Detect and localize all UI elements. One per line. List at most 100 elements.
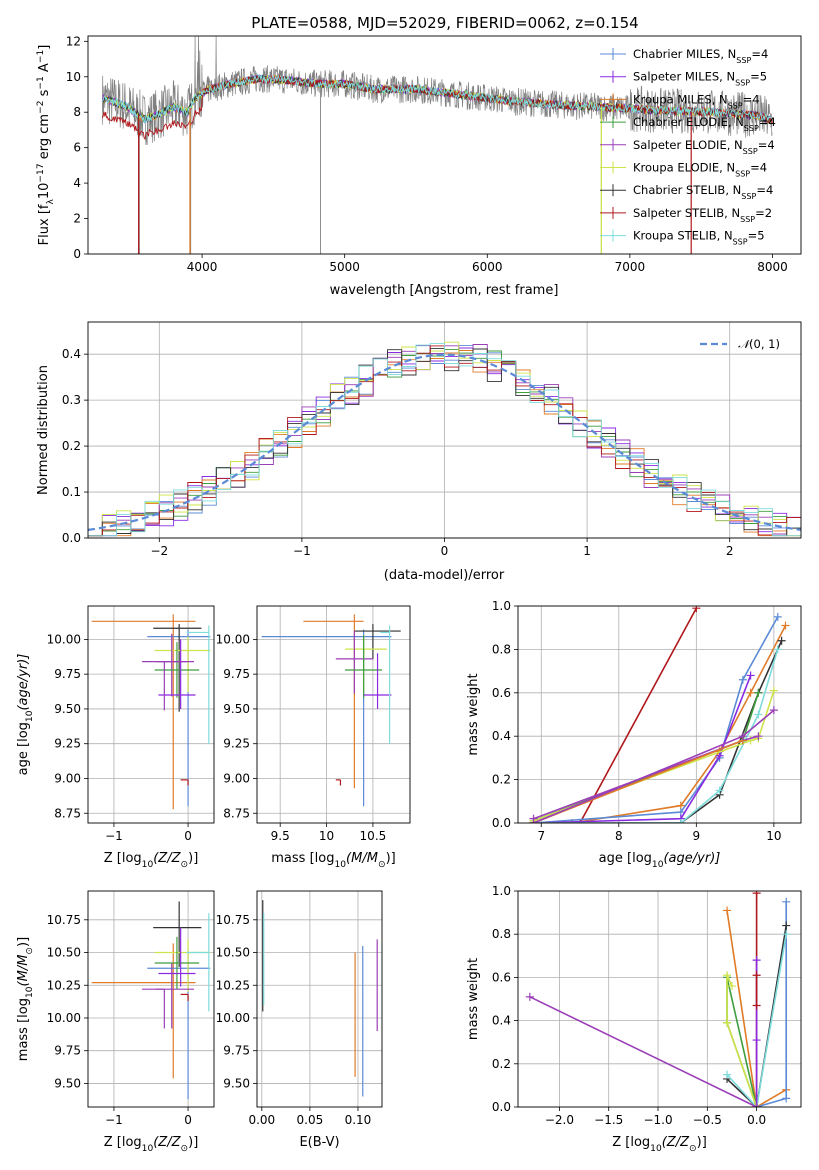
x-tick-label: 2 — [726, 544, 734, 558]
weight-marker — [746, 671, 755, 680]
legend-label: Chabrier ELODIE, NSSP=4 — [633, 115, 776, 133]
x-tick-label: 0.00 — [248, 1113, 275, 1127]
y-tick-label: 10.75 — [216, 913, 250, 927]
y-tick-label: 9.50 — [54, 702, 81, 716]
y-tick-label: 0.6 — [492, 686, 511, 700]
label-part: −2 — [36, 101, 46, 114]
weight-marker — [746, 688, 755, 697]
weight-marker — [769, 706, 778, 715]
x-tick-label: 9.5 — [271, 829, 290, 843]
panel-weight-Z: −2.0 −1.5 −1.0 −0.5 0.0 0.0 0.2 0.4 0.6 0.8 1.0 Z [… — [466, 884, 802, 1154]
y-tick-label: 1.0 — [492, 599, 511, 613]
label-part: Chabrier MILES, — [633, 47, 728, 61]
label-part: =5 — [748, 229, 765, 243]
label-part: N — [735, 115, 744, 129]
weight-marker — [752, 1036, 761, 1045]
label-part: N — [726, 161, 735, 175]
y-tick-label: 9.25 — [54, 737, 81, 751]
x-tick-label: 0.0 — [747, 1113, 766, 1127]
label-part: mass [log — [271, 851, 334, 866]
y-tick-label: 0 — [73, 247, 81, 261]
label-part: Flux [f — [37, 204, 52, 245]
label-part: 10 — [142, 860, 154, 870]
label-part: N — [734, 138, 743, 152]
plot-area — [91, 614, 211, 810]
y-tick-label: 10.50 — [216, 946, 250, 960]
normal-distribution-curve — [88, 353, 801, 531]
y-axis-label: Normed distribution — [36, 365, 51, 495]
weight-marker — [723, 906, 732, 915]
label-part: s — [37, 89, 52, 100]
axes-frame — [256, 890, 383, 1108]
weight-marker — [781, 621, 790, 630]
label-part: SSP — [741, 192, 756, 201]
y-tick-label: 10.00 — [216, 632, 250, 646]
weight-marker — [782, 930, 791, 939]
x-tick-label: 10 — [319, 829, 334, 843]
y-tick-label: 0.1 — [62, 485, 81, 499]
weight-marker — [738, 675, 747, 684]
label-part: =4 — [751, 47, 768, 61]
label-part: SSP — [735, 169, 750, 178]
label-part: (Z/Z — [153, 1135, 181, 1150]
weight-marker — [752, 1103, 761, 1107]
label-part: SSP — [735, 78, 750, 87]
x-tick-label: 5000 — [329, 260, 360, 274]
weight-line-kroupa-stelib — [726, 934, 787, 1107]
label-part: Z [log — [612, 1135, 650, 1150]
y-tick-label: 9.50 — [54, 1076, 81, 1090]
legend-label: Salpeter MILES, NSSP=5 — [633, 70, 767, 88]
x-tick-label: 7000 — [615, 260, 646, 274]
x-tick-label: 1 — [583, 544, 591, 558]
plot-area — [525, 891, 791, 1107]
y-tick-label: 0.2 — [62, 439, 81, 453]
x-axis-label: Z [log10(Z/Z⊙)] — [104, 851, 199, 870]
y-tick-label: 10.00 — [47, 632, 81, 646]
weight-marker — [715, 786, 724, 795]
y-tick-label: 8.75 — [223, 806, 250, 820]
y-tick-label: 9.75 — [54, 1044, 81, 1058]
x-tick-label: 10 — [766, 829, 781, 843]
y-tick-label: 0.0 — [62, 531, 81, 545]
weight-line-kroupa-miles — [726, 910, 787, 1107]
label-part: )] — [386, 851, 396, 866]
y-tick-label: 10.00 — [216, 1011, 250, 1025]
weight-marker — [723, 1070, 732, 1079]
x-tick-label: 0 — [184, 829, 192, 843]
y-tick-label: 0.4 — [62, 347, 81, 361]
label-part: SSP — [743, 146, 758, 155]
label-part: =4 — [756, 183, 773, 197]
label-part: SSP — [744, 124, 759, 133]
y-tick-label: 9.00 — [223, 771, 250, 785]
label-part: 10 — [650, 1144, 662, 1154]
weight-marker — [777, 636, 786, 645]
x-axis-label: Z [log10(Z/Z⊙)] — [612, 1135, 707, 1154]
axes-frame — [87, 605, 215, 824]
y-tick-label: 10.00 — [47, 1011, 81, 1025]
weight-marker — [754, 688, 763, 697]
y-tick-label: 8.75 — [54, 806, 81, 820]
label-part: age [log — [16, 722, 31, 775]
weight-marker — [752, 956, 761, 965]
label-part: ⊙ — [181, 860, 189, 870]
x-tick-label: 7 — [537, 829, 545, 843]
label-part: −1 — [36, 50, 46, 63]
label-part: )] — [188, 851, 198, 866]
label-part: age [log — [599, 851, 652, 866]
weight-marker — [782, 897, 791, 906]
label-part: =4 — [758, 138, 775, 152]
weight-marker — [715, 751, 724, 760]
x-tick-label: −0.5 — [693, 1113, 722, 1127]
weight-marker — [754, 732, 763, 741]
label-part: (age/yr)] — [663, 851, 720, 866]
x-axis-label: mass [log10(M/M⊙)] — [271, 851, 395, 870]
axes-frame — [87, 890, 215, 1108]
label-part: N — [728, 47, 737, 61]
y-tick-label: 9.00 — [54, 771, 81, 785]
x-tick-label: 0.10 — [345, 1113, 372, 1127]
x-tick-label: −1 — [105, 1113, 123, 1127]
label-part: =4 — [743, 92, 760, 106]
y-tick-label: 9.25 — [223, 737, 250, 751]
plot-area — [529, 606, 790, 823]
